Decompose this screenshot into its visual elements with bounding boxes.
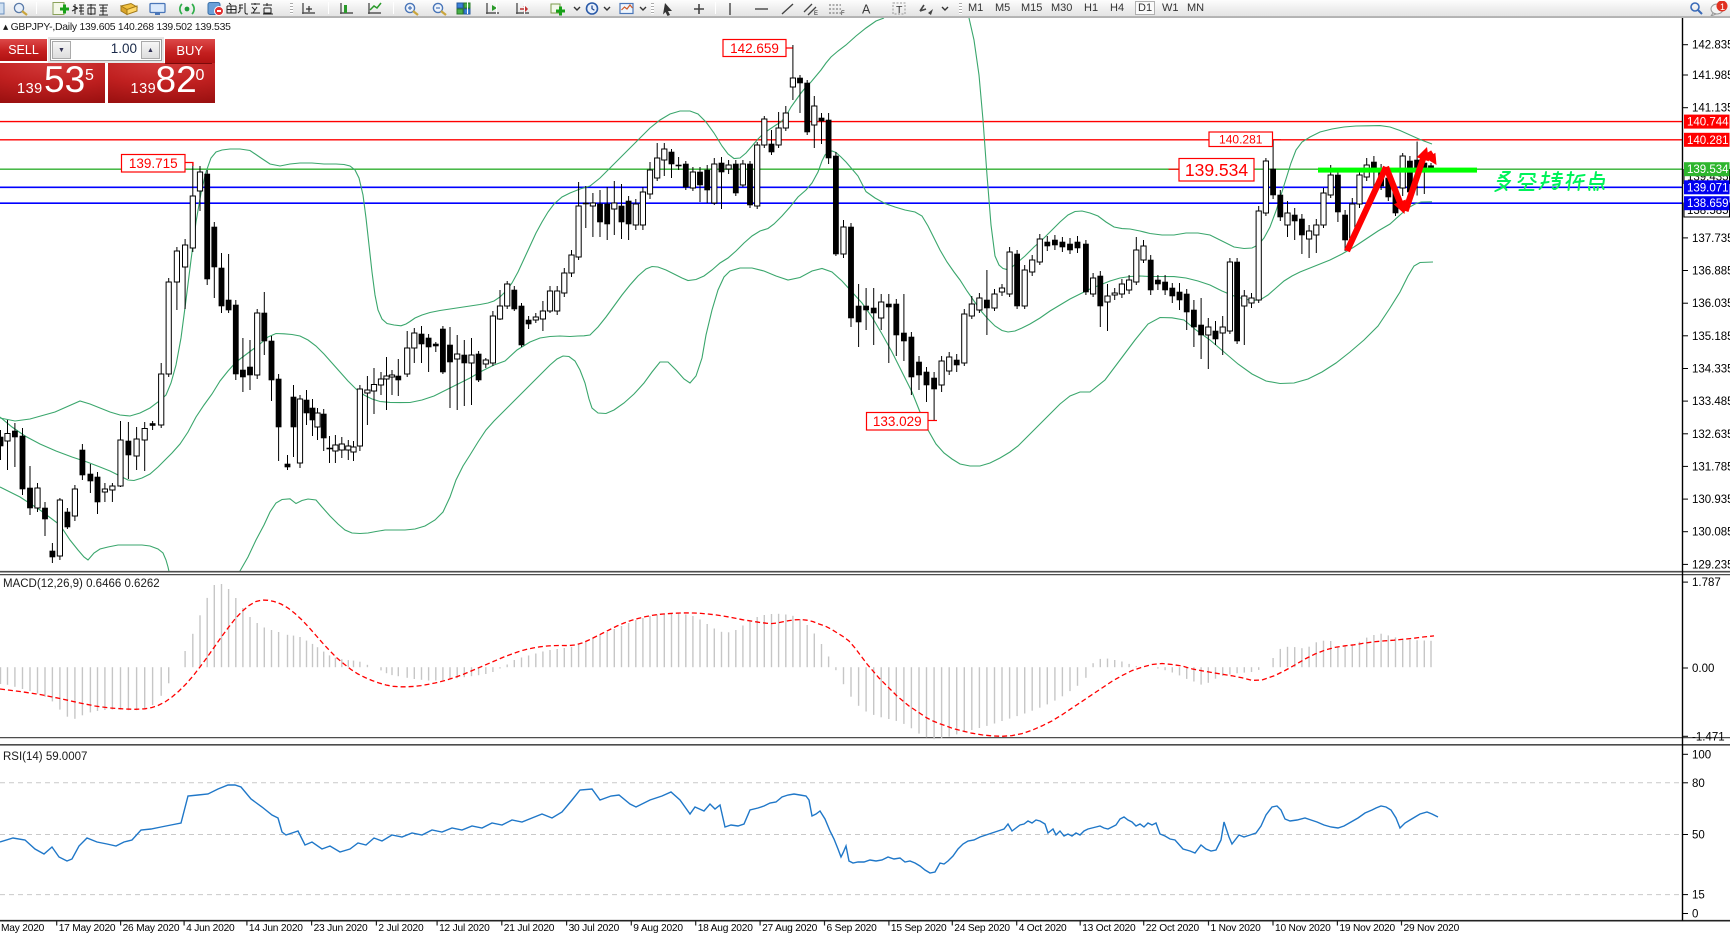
svg-text:30 Jul 2020: 30 Jul 2020 [569,923,620,934]
svg-text:140.744: 140.744 [1687,117,1729,129]
svg-text:-1.471: -1.471 [1692,731,1725,743]
svg-text:142.835: 142.835 [1692,40,1730,52]
svg-text:29 Nov 2020: 29 Nov 2020 [1404,923,1460,934]
svg-text:139.715: 139.715 [129,156,178,171]
svg-text:22 Oct 2020: 22 Oct 2020 [1146,923,1200,934]
svg-text:▴ GBPJPY-,Daily 139.605 140.2: ▴ GBPJPY-,Daily 139.605 140.268 139.502 … [3,22,231,33]
svg-text:139.534: 139.534 [1185,160,1249,180]
svg-text:80: 80 [1692,778,1705,790]
svg-text:0: 0 [1692,909,1698,921]
svg-text:4 Jun 2020: 4 Jun 2020 [186,923,235,934]
svg-text:17 May 2020: 17 May 2020 [59,923,116,934]
svg-text:14 Jun 2020: 14 Jun 2020 [249,923,303,934]
svg-text:140.281: 140.281 [1687,135,1729,147]
svg-text:0.00: 0.00 [1692,663,1714,675]
svg-text:132.635: 132.635 [1692,429,1730,441]
svg-text:142.659: 142.659 [730,41,779,56]
svg-text:10 Nov 2020: 10 Nov 2020 [1275,923,1331,934]
svg-text:18 Aug 2020: 18 Aug 2020 [698,923,754,934]
svg-text:141.985: 141.985 [1692,70,1730,82]
svg-text:133.029: 133.029 [873,414,922,429]
svg-text:1 Nov 2020: 1 Nov 2020 [1211,923,1262,934]
svg-text:137.735: 137.735 [1692,233,1730,245]
svg-text:15: 15 [1692,890,1705,902]
svg-text:140.281: 140.281 [1219,133,1263,147]
svg-text:May 2020: May 2020 [1,923,45,934]
svg-text:133.485: 133.485 [1692,396,1730,408]
svg-text:130.935: 130.935 [1692,494,1730,506]
svg-text:136.885: 136.885 [1692,266,1730,278]
svg-text:24 Sep 2020: 24 Sep 2020 [954,923,1010,934]
svg-text:141.135: 141.135 [1692,103,1730,115]
svg-text:139.534: 139.534 [1687,164,1729,176]
svg-text:1: 1 [1720,2,1725,12]
svg-text:100: 100 [1692,749,1711,761]
svg-text:A: A [862,3,871,17]
svg-text:13 Oct 2020: 13 Oct 2020 [1082,923,1136,934]
svg-text:139.071: 139.071 [1687,182,1729,194]
svg-text:RSI(14) 59.0007: RSI(14) 59.0007 [3,751,87,763]
svg-text:9 Aug 2020: 9 Aug 2020 [633,923,683,934]
svg-text:19 Nov 2020: 19 Nov 2020 [1339,923,1395,934]
svg-text:T: T [896,4,903,16]
svg-text:130.085: 130.085 [1692,527,1730,539]
svg-text:134.335: 134.335 [1692,364,1730,376]
svg-text:E: E [814,11,818,16]
svg-text:26 May 2020: 26 May 2020 [123,923,180,934]
svg-text:138.659: 138.659 [1687,198,1729,210]
svg-text:27 Aug 2020: 27 Aug 2020 [762,923,818,934]
svg-text:F: F [841,11,845,16]
svg-text:131.785: 131.785 [1692,461,1730,473]
svg-text:15 Sep 2020: 15 Sep 2020 [891,923,947,934]
svg-text:21 Jul 2020: 21 Jul 2020 [504,923,555,934]
svg-text:6 Sep 2020: 6 Sep 2020 [827,923,878,934]
svg-text:50: 50 [1692,830,1705,842]
svg-text:MACD(12,26,9) 0.6466 0.6262: MACD(12,26,9) 0.6466 0.6262 [3,578,160,590]
svg-text:23 Jun 2020: 23 Jun 2020 [314,923,368,934]
svg-text:129.235: 129.235 [1692,559,1730,571]
svg-text:2 Jul 2020: 2 Jul 2020 [378,923,424,934]
svg-text:12 Jul 2020: 12 Jul 2020 [439,923,490,934]
svg-text:136.035: 136.035 [1692,298,1730,310]
svg-text:1.787: 1.787 [1692,577,1721,589]
svg-text:4 Oct 2020: 4 Oct 2020 [1019,923,1067,934]
svg-text:135.185: 135.185 [1692,331,1730,343]
